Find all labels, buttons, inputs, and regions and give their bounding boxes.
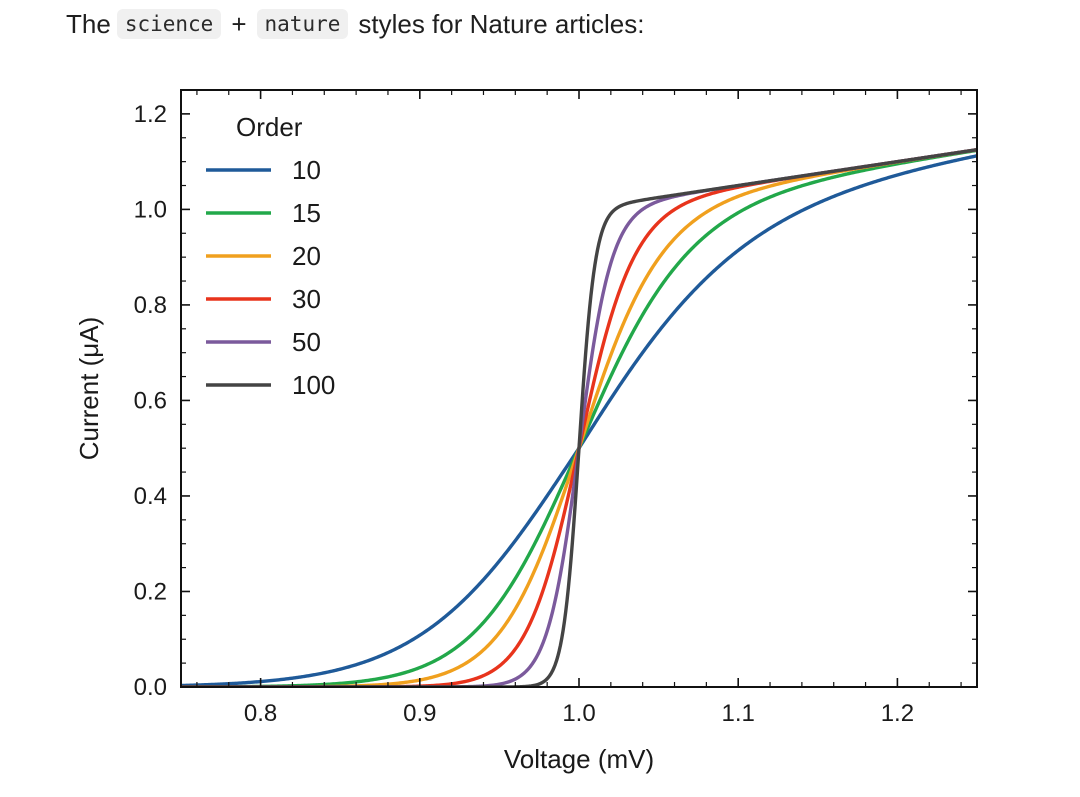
x-tick-label: 1.1 [722, 700, 755, 727]
x-tick-label: 1.0 [562, 700, 595, 727]
legend-label-30: 30 [292, 284, 321, 314]
y-tick-label: 0.0 [134, 674, 167, 701]
caption-prefix: The [66, 8, 111, 39]
legend-label-100: 100 [292, 370, 335, 400]
x-tick-label: 0.9 [403, 700, 436, 727]
y-tick-label: 1.2 [134, 101, 167, 128]
plot-frame [180, 89, 978, 688]
y-axis-label: Current (μA) [74, 317, 104, 461]
x-tick-label: 1.2 [881, 700, 914, 727]
labels-layer: 0.8 0.9 1.0 1.1 1.2 0.0 0.2 0.4 0.6 0.8 1.0 1.2 Volt… [74, 101, 914, 774]
series-line-15 [181, 148, 977, 687]
x-tick-label: 0.8 [244, 700, 277, 727]
y-tick-label: 0.4 [134, 483, 167, 510]
series-line-100 [181, 148, 977, 687]
code-nature: nature [256, 9, 349, 39]
y-tick-label: 0.2 [134, 578, 167, 605]
caption-suffix: styles for Nature articles: [358, 8, 645, 39]
caption-plus: + [231, 8, 247, 39]
x-axis-label: Voltage (mV) [504, 744, 654, 774]
y-tick-label: 0.8 [134, 292, 167, 319]
caption: The science + nature styles for Nature a… [66, 2, 644, 46]
legend-label-50: 50 [292, 327, 321, 357]
legend-title: Order [236, 112, 303, 142]
series-line-20 [181, 148, 977, 687]
series-line-50 [181, 148, 977, 687]
y-tick-label: 1.0 [134, 196, 167, 223]
y-tick-label: 0.6 [134, 387, 167, 414]
legend: Order 10 15 20 30 50 100 [206, 112, 335, 400]
series-line-30 [181, 148, 977, 687]
legend-label-20: 20 [292, 241, 321, 271]
series-layer [181, 148, 977, 687]
code-science: science [116, 9, 222, 39]
legend-label-10: 10 [292, 155, 321, 185]
series-line-10 [181, 154, 977, 687]
legend-label-15: 15 [292, 198, 321, 228]
